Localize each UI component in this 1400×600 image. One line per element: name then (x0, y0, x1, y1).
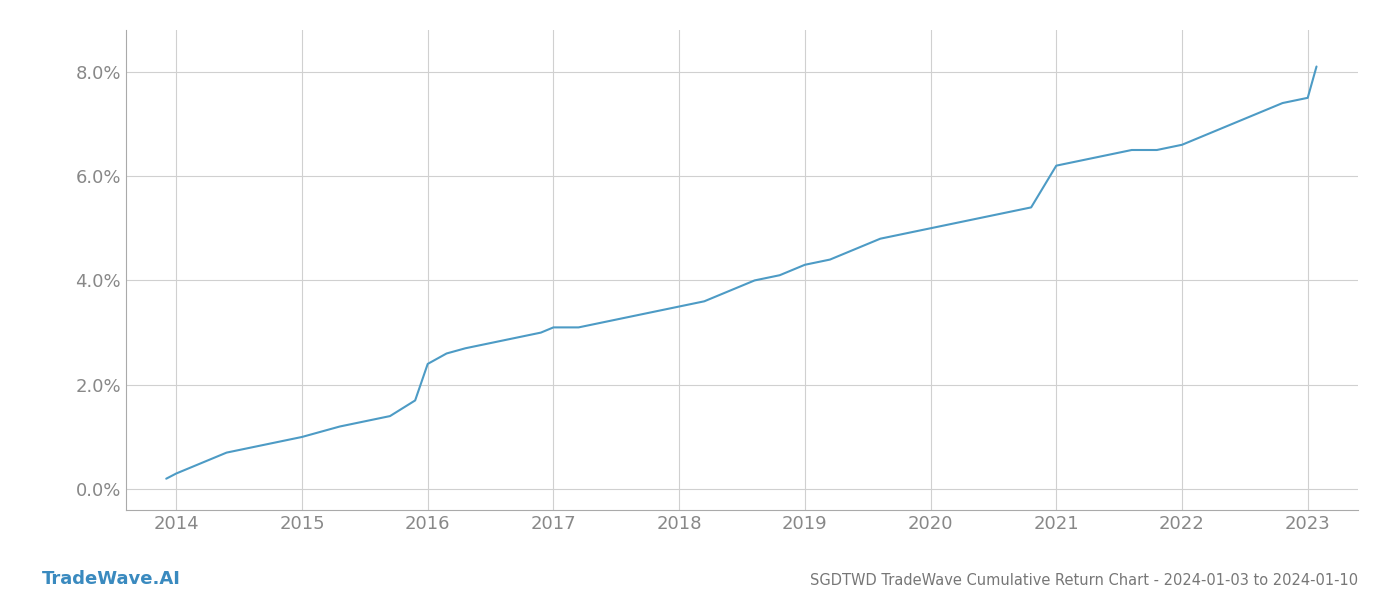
Text: SGDTWD TradeWave Cumulative Return Chart - 2024-01-03 to 2024-01-10: SGDTWD TradeWave Cumulative Return Chart… (809, 573, 1358, 588)
Text: TradeWave.AI: TradeWave.AI (42, 570, 181, 588)
